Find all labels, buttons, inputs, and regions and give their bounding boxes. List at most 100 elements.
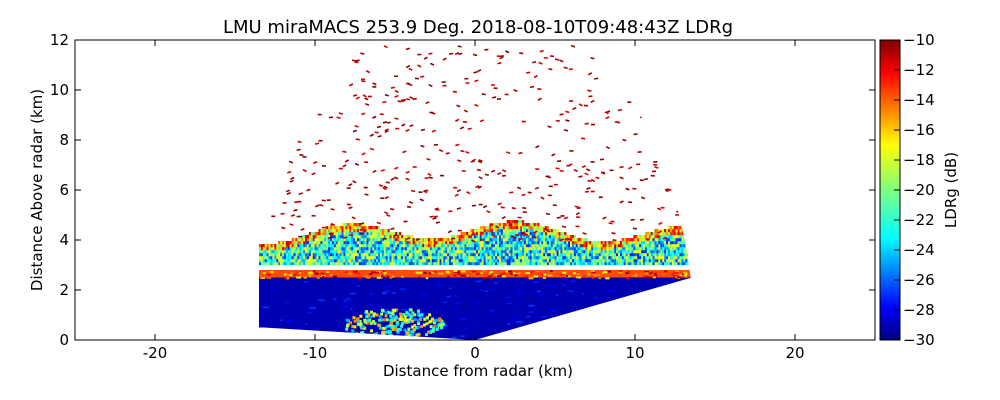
cloud-pixel — [512, 232, 515, 236]
cloud-pixel — [479, 235, 482, 239]
cloud-pixel — [527, 241, 530, 245]
cloud-pixel — [667, 241, 671, 245]
cloud-pixel — [308, 250, 312, 254]
cloud-pixel — [631, 262, 634, 266]
noise-speckle — [519, 52, 524, 55]
cloud-pixel — [391, 244, 394, 248]
cloud-pixel — [385, 247, 388, 251]
melting-texture — [653, 275, 658, 278]
cloud-pixel — [662, 247, 665, 251]
melting-texture — [625, 272, 630, 275]
cloud-pixel — [345, 226, 348, 230]
cloud-pixel — [573, 253, 576, 257]
cloud-pixel — [274, 262, 277, 266]
cloud-pixel — [397, 247, 400, 251]
cloud-pixel — [349, 253, 352, 257]
cloud-pixel — [456, 256, 459, 260]
noise-speckle — [432, 217, 437, 220]
cloud-pixel — [274, 256, 277, 260]
noise-speckle — [605, 146, 611, 150]
noise-speckle — [311, 214, 316, 217]
cloud-pixel — [475, 241, 479, 245]
cloud-pixel — [305, 259, 308, 263]
noise-speckle — [394, 89, 399, 94]
cloud-pixel — [316, 259, 319, 263]
cloud-pixel — [420, 247, 423, 251]
cloud-pixel — [579, 241, 582, 245]
cloud-pixel — [404, 256, 408, 260]
cloud-pixel — [355, 241, 358, 245]
cloud-pixel — [522, 241, 525, 245]
cloud-pixel — [314, 250, 317, 254]
cloud-pixel — [445, 247, 448, 251]
cloud-pixel — [376, 247, 379, 251]
cloud-pixel — [535, 226, 538, 230]
cloud-pixel — [667, 253, 671, 257]
noise-speckle — [492, 96, 497, 99]
cloud-pixel — [573, 244, 576, 248]
cloud-pixel — [355, 226, 358, 230]
cloud-pixel — [472, 253, 475, 257]
noise-speckle — [499, 56, 504, 60]
cloud-pixel — [372, 235, 375, 239]
cloud-pixel — [562, 241, 565, 245]
noise-speckle — [412, 97, 417, 100]
cloud-pixel — [495, 235, 498, 239]
noise-speckle — [563, 66, 568, 70]
cloud-pixel — [477, 235, 480, 239]
noise-speckle — [423, 190, 428, 194]
noise-speckle — [390, 86, 396, 89]
cloud-pixel — [410, 241, 413, 245]
cloud-pixel — [516, 235, 519, 239]
cloud-pixel — [376, 229, 379, 233]
melting-texture — [489, 274, 492, 277]
cloud-pixel — [449, 238, 452, 242]
rain-texture — [286, 320, 293, 322]
cloud-pixel — [333, 250, 336, 254]
cloud-pixel — [681, 241, 684, 245]
cloud-pixel — [322, 235, 325, 239]
melting-texture — [446, 275, 450, 278]
cloud-pixel — [470, 247, 473, 251]
feature-pixel — [405, 331, 409, 335]
cloud-pixel — [662, 250, 665, 254]
cloud-pixel — [378, 229, 381, 233]
cloud-pixel — [669, 256, 672, 260]
cloud-pixel — [477, 241, 480, 245]
cloud-pixel — [262, 244, 265, 248]
rain-texture — [518, 314, 523, 317]
cloud-pixel — [677, 259, 680, 263]
cloud-pixel — [401, 238, 404, 242]
cloud-pixel — [268, 250, 271, 254]
cloud-pixel — [280, 262, 283, 266]
cloud-pixel — [368, 226, 371, 230]
cloud-pixel — [370, 235, 373, 239]
cloud-pixel — [523, 235, 527, 239]
rain-texture — [594, 297, 598, 299]
cloud-pixel — [504, 232, 507, 236]
feature-pixel — [357, 320, 361, 324]
cloud-pixel — [499, 238, 502, 242]
feature-pixel — [412, 328, 416, 332]
cloud-pixel — [595, 256, 598, 260]
cloud-pixel — [522, 235, 525, 239]
cloud-pixel — [351, 259, 354, 263]
melting-texture — [460, 270, 466, 273]
cloud-pixel — [420, 250, 423, 254]
cloud-pixel — [268, 256, 271, 260]
cloud-pixel — [541, 226, 544, 230]
noise-speckle — [317, 113, 322, 116]
cloud-pixel — [282, 262, 285, 266]
cloud-pixel — [451, 238, 454, 242]
melting-texture — [296, 273, 300, 276]
cloud-pixel — [523, 256, 527, 260]
cloud-pixel — [433, 250, 436, 254]
cloud-pixel — [660, 247, 663, 251]
cloud-pixel — [514, 250, 517, 254]
cloud-pixel — [618, 247, 621, 251]
cloud-pixel — [379, 229, 383, 233]
cloud-pixel — [579, 250, 582, 254]
melting-texture — [426, 272, 430, 275]
cloud-pixel — [385, 235, 388, 239]
cloud-pixel — [460, 244, 463, 248]
